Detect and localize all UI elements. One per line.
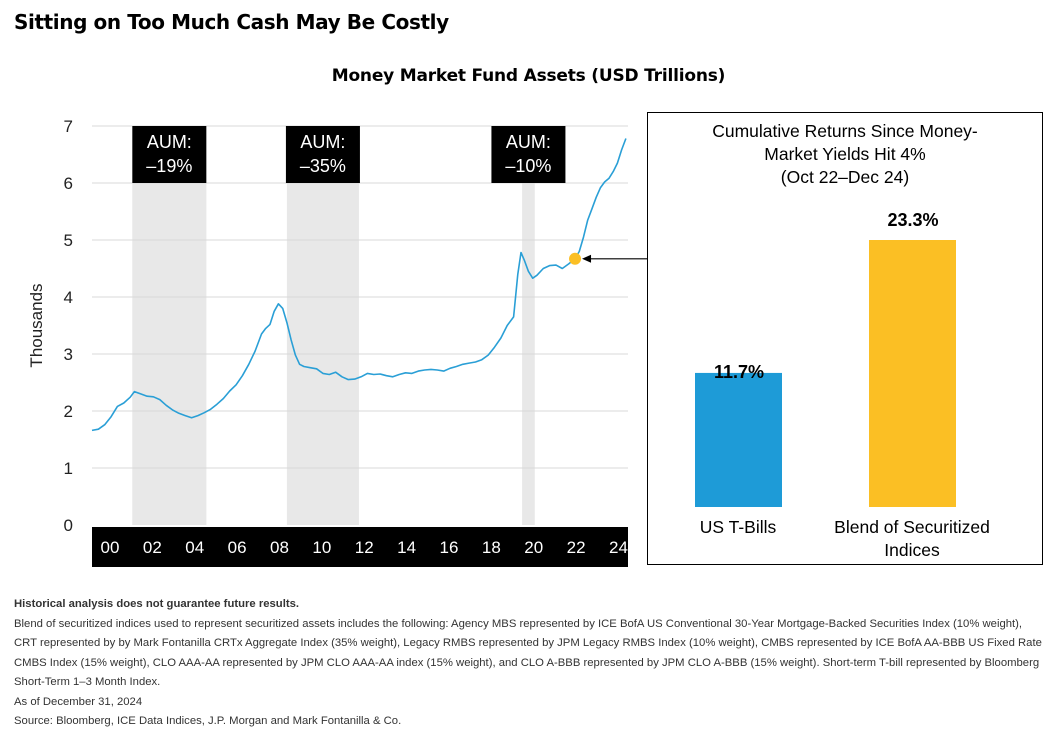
bar-category-label: Blend of Securitized Indices	[812, 516, 1012, 562]
aum-label-value: –19%	[146, 156, 192, 176]
x-tick-label: 14	[397, 538, 416, 557]
x-tick-label: 10	[312, 538, 331, 557]
mmf-assets-line	[91, 138, 627, 432]
y-tick-label: 3	[64, 345, 73, 364]
inset-title-line: Market Yields Hit 4%	[764, 144, 926, 164]
footnotes: Historical analysis does not guarantee f…	[14, 595, 1044, 732]
x-tick-label: 00	[101, 538, 120, 557]
bar-category-label: US T-Bills	[638, 516, 838, 539]
shaded-period	[286, 126, 359, 525]
x-tick-label: 06	[228, 538, 247, 557]
x-axis-band	[92, 527, 628, 567]
bar-value-label: 23.3%	[887, 210, 939, 230]
x-tick-label: 12	[355, 538, 374, 557]
x-tick-label: 16	[440, 538, 459, 557]
x-tick-label: 22	[567, 538, 586, 557]
category-line: Blend of Securitized	[834, 517, 990, 537]
x-tick-label: 02	[143, 538, 162, 557]
y-tick-label: 1	[64, 459, 73, 478]
page-title: Sitting on Too Much Cash May Be Costly	[14, 10, 449, 34]
aum-label-line: AUM:	[300, 132, 345, 152]
aum-label-box	[132, 126, 207, 183]
shaded-period	[132, 126, 207, 525]
aum-label-box	[491, 126, 566, 183]
x-tick-label: 18	[482, 538, 501, 557]
y-tick-label: 0	[64, 516, 73, 535]
aum-label-value: –35%	[300, 156, 346, 176]
x-tick-label: 20	[524, 538, 543, 557]
aum-label-box	[285, 126, 360, 183]
aum-label-line: AUM:	[147, 132, 192, 152]
return-bar	[695, 372, 782, 507]
category-line: US T-Bills	[699, 517, 777, 537]
bar-value-label: 11.7%	[713, 362, 765, 382]
arrow-head	[582, 254, 592, 263]
y-tick-label: 5	[64, 231, 73, 250]
aum-label-value: –10%	[505, 156, 551, 176]
inset-title-line: Cumulative Returns Since Money-	[712, 121, 978, 141]
y-tick-label: 6	[64, 174, 73, 193]
source-note: Source: Bloomberg, ICE Data Indices, J.P…	[14, 715, 402, 727]
yield-marker	[569, 252, 582, 265]
y-axis-label: Thousands	[27, 283, 46, 367]
inset-panel	[647, 112, 1043, 565]
blend-note: Blend of securitized indices used to rep…	[14, 617, 1042, 689]
x-tick-label: 04	[185, 538, 204, 557]
category-line: Indices	[884, 540, 940, 560]
return-bar	[869, 240, 956, 507]
x-tick-label: 24	[609, 538, 628, 557]
y-tick-label: 2	[64, 402, 73, 421]
inset-title-line: (Oct 22–Dec 24)	[780, 167, 910, 187]
x-tick-label: 08	[270, 538, 289, 557]
aum-label-line: AUM:	[506, 132, 551, 152]
y-tick-label: 7	[64, 117, 73, 136]
y-tick-label: 4	[64, 288, 73, 307]
inset-title: Cumulative Returns Since Money- Market Y…	[647, 120, 1043, 189]
as-of-note: As of December 31, 2024	[14, 695, 143, 708]
disclaimer-note: Historical analysis does not guarantee f…	[14, 598, 300, 610]
line-chart-title: Money Market Fund Assets (USD Trillions)	[331, 66, 726, 86]
shaded-period	[522, 126, 535, 525]
